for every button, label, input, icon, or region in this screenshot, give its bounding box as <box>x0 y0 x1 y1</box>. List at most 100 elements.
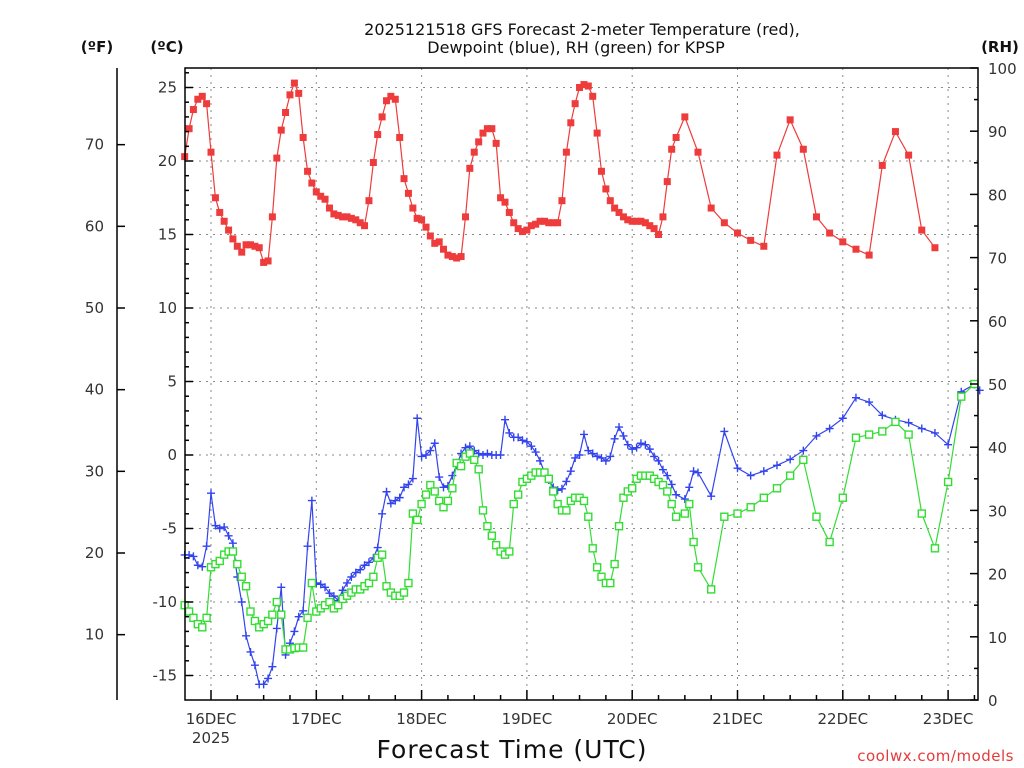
rh-point <box>597 572 606 581</box>
rh-point <box>689 537 698 547</box>
rh-point <box>509 499 518 509</box>
temperature-point <box>518 228 526 236</box>
dewpoint-point <box>408 474 417 483</box>
temperature-point <box>931 244 939 252</box>
temperature-point <box>878 161 886 169</box>
dewpoint-point <box>351 568 360 577</box>
rh-point <box>307 578 317 588</box>
rh-point <box>579 496 589 506</box>
temperature-point <box>198 92 206 100</box>
temperature-point <box>475 138 483 146</box>
dewpoint-point <box>733 464 742 473</box>
grid-lines <box>185 68 978 700</box>
fahrenheit-tick-label: 20 <box>85 544 104 562</box>
temperature-point <box>299 133 307 141</box>
temperature-point <box>545 219 553 227</box>
temperature-point <box>628 217 636 225</box>
temperature-point <box>549 219 557 227</box>
rh-point <box>812 512 821 521</box>
temperature-point <box>584 82 592 90</box>
rh-point <box>426 480 435 490</box>
dewpoint-point <box>391 496 400 505</box>
dewpoint-point <box>207 489 215 498</box>
celsius-tick-label: 15 <box>158 226 177 244</box>
dewpoint-point <box>360 561 369 570</box>
rh-point <box>303 613 312 623</box>
temperature-point <box>312 188 320 196</box>
series-layer <box>180 79 984 689</box>
temperature-point <box>251 242 259 250</box>
dewpoint-point <box>189 552 198 561</box>
dewpoint-point <box>531 448 540 457</box>
dewpoint-point <box>202 542 211 551</box>
temperature-point <box>492 139 500 147</box>
rh-point <box>917 509 926 518</box>
rh-tick-label: 60 <box>988 313 1007 331</box>
rh-point <box>298 643 308 652</box>
rh-point <box>483 522 492 531</box>
rh-point <box>487 531 497 540</box>
dewpoint-point <box>601 456 610 465</box>
temperature-point <box>286 91 294 99</box>
dewpoint-point <box>645 445 654 454</box>
rh-point <box>268 610 277 619</box>
temperature-point <box>839 238 847 246</box>
rh-point <box>588 544 597 553</box>
rh-point <box>878 427 887 436</box>
dewpoint-point <box>347 573 356 582</box>
temperature-point <box>799 145 807 153</box>
temperature-point <box>462 213 470 221</box>
temperature-point <box>501 198 509 206</box>
rh-point <box>434 496 444 506</box>
temperature-point <box>189 106 197 114</box>
dewpoint-point <box>307 496 316 505</box>
dewpoint-point <box>316 580 325 589</box>
temperature-point <box>619 213 627 221</box>
temperature-point <box>325 204 333 212</box>
dewpoint-point <box>641 440 650 449</box>
rh-point <box>456 461 466 471</box>
rh-point <box>448 484 457 493</box>
dewpoint-point <box>680 495 689 504</box>
rh-point <box>584 512 593 521</box>
dewpoint-point <box>623 440 632 449</box>
x-tick-label: 17DEC <box>291 710 342 728</box>
temperature-point <box>400 175 408 183</box>
temperature-point <box>233 242 241 250</box>
dewpoint-point <box>404 480 413 489</box>
fahrenheit-tick-label: 60 <box>85 217 104 235</box>
dewpoint-point <box>707 492 716 501</box>
temperature-point <box>435 238 443 246</box>
rh-point <box>680 509 690 518</box>
dewpoint-point <box>259 680 268 689</box>
temperature-point <box>347 214 355 222</box>
dewpoint-point <box>527 442 536 451</box>
dewpoint-point <box>588 449 597 458</box>
dewpoint-point <box>395 493 404 502</box>
temperature-point <box>812 213 820 221</box>
dewpoint-point <box>250 661 259 670</box>
dewpoint-point <box>430 439 439 448</box>
dewpoint-point <box>356 565 365 574</box>
rh-point <box>491 540 501 550</box>
rh-point <box>215 556 224 566</box>
dewpoint-point <box>290 627 299 636</box>
temperature-point <box>641 219 649 227</box>
dewpoint-point <box>628 445 637 454</box>
rh-point <box>334 601 343 610</box>
dewpoint-point <box>685 483 694 492</box>
rh-point <box>957 392 966 401</box>
dewpoint-point <box>566 467 575 476</box>
dewpoint-point <box>619 431 628 440</box>
rh-point <box>202 613 211 623</box>
x-axis-label: Forecast Time (UTC) <box>377 735 648 764</box>
fahrenheit-tick-label: 50 <box>85 299 104 317</box>
rh-point <box>693 563 703 572</box>
dewpoint-point <box>584 446 593 455</box>
dewpoint-point <box>615 423 624 432</box>
dewpoint-point <box>579 430 588 439</box>
temperature-point <box>567 119 575 127</box>
temperature-point <box>383 97 391 105</box>
temperature-point <box>466 164 474 172</box>
dewpoint-point <box>246 647 255 656</box>
